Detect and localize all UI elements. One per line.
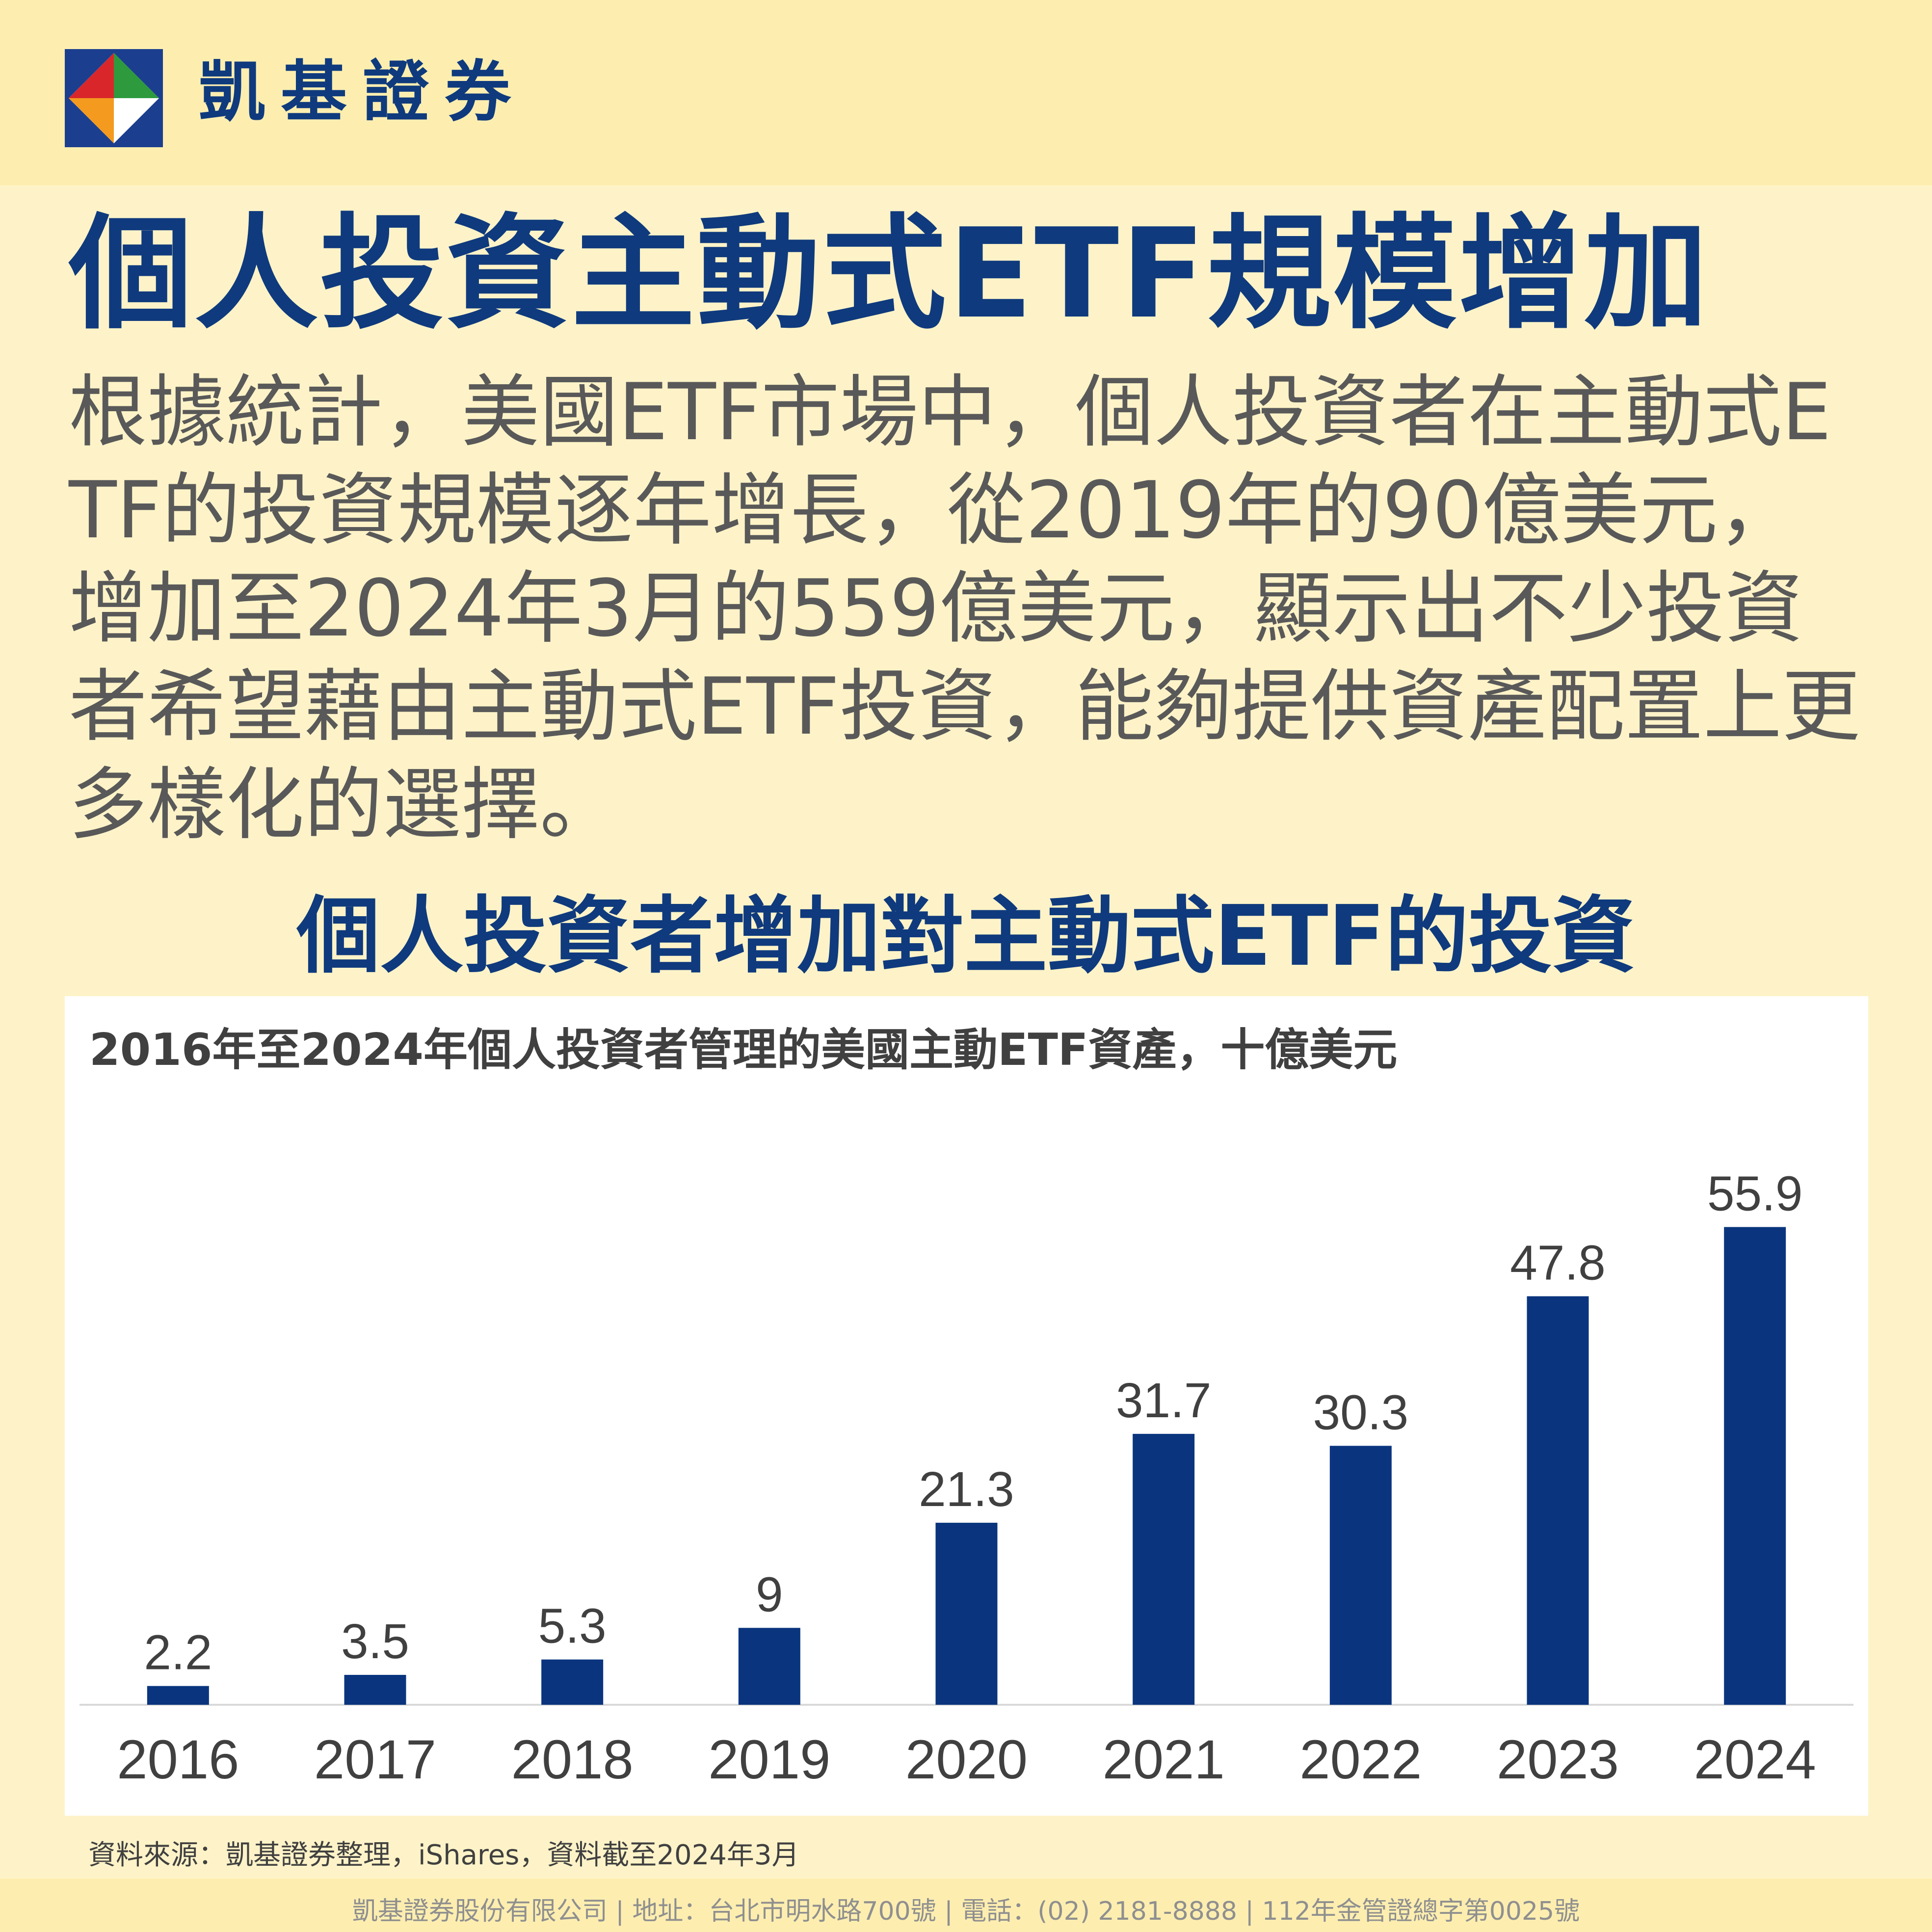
header-band bbox=[0, 0, 1932, 185]
chart-heading: 個人投資者增加對主動式ETF的投資 bbox=[296, 888, 1636, 985]
bar-2020 bbox=[935, 1523, 998, 1705]
x-tick-2022: 2022 bbox=[1299, 1729, 1422, 1790]
value-label-2016: 2.2 bbox=[144, 1625, 212, 1680]
value-label-2022: 30.3 bbox=[1313, 1385, 1409, 1440]
chart-panel: 2016年至2024年個人投資者管理的美國主動ETF資產，十億美元 2.2 201… bbox=[65, 996, 1868, 1816]
chart-title: 2016年至2024年個人投資者管理的美國主動ETF資產，十億美元 bbox=[89, 1024, 1398, 1076]
x-tick-2020: 2020 bbox=[905, 1729, 1028, 1790]
bar-2024 bbox=[1724, 1227, 1786, 1705]
x-tick-2021: 2021 bbox=[1103, 1729, 1225, 1790]
x-tick-2023: 2023 bbox=[1497, 1729, 1619, 1790]
footer-band: 凱基證券股份有限公司 | 地址：台北市明水路700號 | 電話：(02) 218… bbox=[0, 1879, 1932, 1932]
value-label-2018: 5.3 bbox=[538, 1599, 607, 1654]
value-label-2024: 55.9 bbox=[1707, 1166, 1803, 1221]
x-tick-2019: 2019 bbox=[708, 1729, 830, 1790]
bar-2016 bbox=[147, 1686, 209, 1705]
kgi-logo-icon bbox=[65, 49, 163, 147]
bar-2021 bbox=[1133, 1433, 1195, 1705]
value-label-2023: 47.8 bbox=[1510, 1235, 1606, 1290]
page-title: 個人投資主動式ETF規模增加 bbox=[69, 202, 1710, 346]
value-label-2021: 31.7 bbox=[1116, 1373, 1212, 1428]
source-note: 資料來源：凱基證券整理，iShares，資料截至2024年3月 bbox=[88, 1839, 799, 1871]
bar-2018 bbox=[541, 1659, 604, 1705]
footer-text: 凱基證券股份有限公司 | 地址：台北市明水路700號 | 電話：(02) 218… bbox=[352, 1897, 1580, 1926]
brand-name: 凱基證券 bbox=[199, 53, 527, 131]
value-label-2017: 3.5 bbox=[341, 1614, 409, 1669]
x-tick-2016: 2016 bbox=[117, 1729, 239, 1790]
bar-2022 bbox=[1329, 1446, 1392, 1705]
x-tick-2017: 2017 bbox=[314, 1729, 436, 1790]
x-tick-2018: 2018 bbox=[511, 1729, 634, 1790]
value-label-2020: 21.3 bbox=[919, 1462, 1014, 1517]
bar-2017 bbox=[344, 1675, 406, 1705]
bar-chart: 2.2 2016 3.5 2017 5.3 2018 9 2019 21.3 2020 31.7 20… bbox=[79, 1166, 1853, 1790]
value-label-2019: 9 bbox=[756, 1567, 783, 1622]
bar-2019 bbox=[738, 1628, 800, 1705]
x-tick-2024: 2024 bbox=[1694, 1729, 1816, 1790]
bar-2023 bbox=[1527, 1296, 1589, 1705]
intro-paragraph: 根據統計，美國ETF市場中，個人投資者在主動式ETF的投資規模逐年增長，從201… bbox=[69, 366, 1860, 850]
